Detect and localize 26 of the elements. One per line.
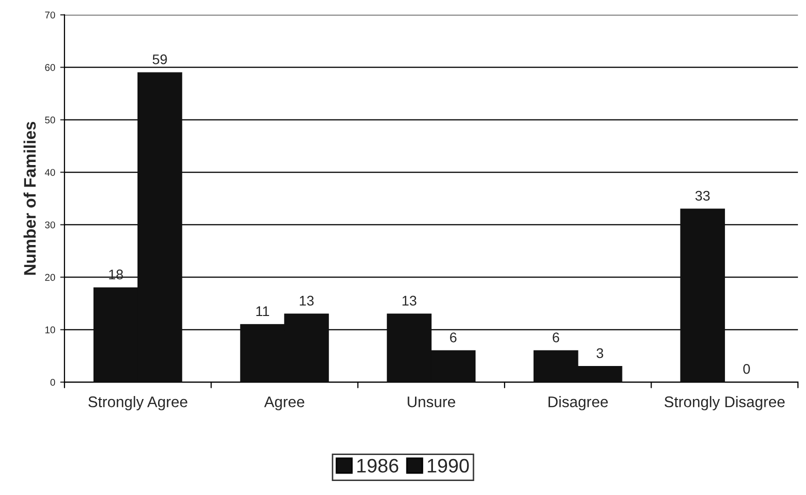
data-label: 6 [450,332,456,342]
y-tick-label: 40 [44,168,56,176]
data-label: 3 [596,348,604,358]
y-tick-label: 70 [45,12,56,18]
y-tick-label: 20 [45,274,56,281]
data-label: 6 [552,332,560,342]
x-tick-label: Disagree [548,396,608,410]
data-label: 13 [402,296,416,306]
y-tick-label: 50 [45,116,56,124]
x-tick-label: Strongly Agree [88,396,188,410]
bar [680,208,725,382]
legend-label: 1990 [428,458,469,473]
data-label: 0 [743,364,750,374]
x-tick-label: Agree [264,396,304,410]
y-tick-label: 30 [45,221,56,228]
data-label: 33 [695,190,710,201]
data-label: 13 [300,296,314,306]
data-label: 59 [152,54,167,64]
y-tick-label: 0 [50,378,56,386]
y-axis-title: Number of Families [24,122,36,275]
y-tick-label: 60 [45,64,56,71]
y-tick-label: 10 [45,326,56,334]
x-tick-label: Unsure [408,396,456,408]
data-label: 11 [256,306,270,316]
legend-label: 1986 [357,458,398,473]
x-tick-label: Strongly Disagree [664,396,785,410]
